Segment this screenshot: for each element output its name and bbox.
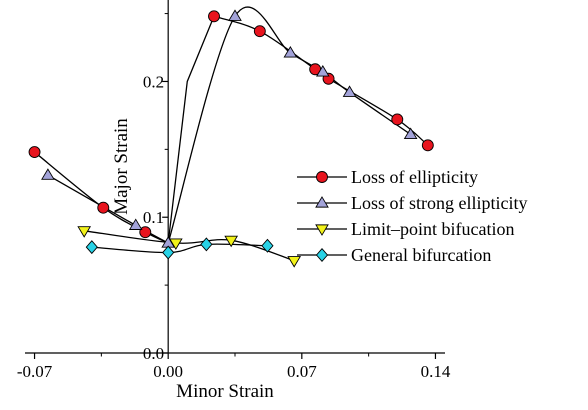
data-markers — [28, 9, 434, 268]
legend-marker — [316, 171, 328, 183]
legend: Loss of ellipticity Loss of strong ellipt… — [297, 167, 527, 265]
series-0-curve-right — [213, 15, 429, 146]
series-0-point — [28, 146, 41, 159]
series-2-point — [168, 238, 183, 250]
series-3-point — [162, 245, 175, 260]
x-tick-label: 0.07 — [287, 362, 317, 381]
series-1-point — [283, 46, 298, 58]
x-tick-label: -0.07 — [17, 362, 53, 381]
series-0-point — [391, 113, 404, 126]
series-2-point — [224, 235, 239, 248]
series-1-curve-left — [47, 174, 169, 244]
legend-marker — [315, 224, 329, 236]
series-3-curve — [91, 243, 268, 254]
series-1-point — [315, 65, 330, 77]
y-axis-label: Major Strain — [111, 118, 132, 215]
legend-label: General bifurcation — [351, 245, 491, 265]
legend-label: Loss of strong ellipticity — [351, 193, 527, 213]
legend-label: Loss of ellipticity — [351, 167, 478, 187]
x-axis-label: Minor Strain — [176, 381, 274, 402]
series-1-point — [342, 85, 357, 97]
series-1-point — [403, 127, 418, 139]
x-tick-label: 0.14 — [421, 362, 451, 381]
series-1-point — [128, 218, 143, 230]
tick-labels: -0.07 0.00 0.07 0.14 0.0 0.1 0.2 — [17, 72, 451, 381]
legend-marker — [315, 196, 329, 208]
series-0-point — [139, 226, 152, 239]
series-3-point — [85, 240, 98, 255]
series-0-curve-left — [34, 151, 169, 244]
legend-marker — [315, 247, 329, 263]
series-0-point — [97, 201, 110, 214]
y-tick-label: 0.0 — [143, 344, 164, 363]
x-tick-label: 0.00 — [153, 362, 183, 381]
series-0-curve-rise — [167, 16, 215, 244]
series-2-point — [287, 256, 302, 268]
series-3-point — [261, 238, 274, 253]
y-tick-label: 0.2 — [143, 72, 164, 91]
legend-label: Limit–point bifucation — [351, 219, 514, 239]
series-1-point — [41, 168, 55, 180]
series-0-point — [253, 25, 266, 38]
series-2-point — [77, 226, 92, 238]
series-0-point — [208, 10, 220, 23]
series-0-point — [421, 139, 434, 152]
series-1-point — [228, 9, 242, 21]
y-tick-label: 0.1 — [143, 208, 164, 227]
axes — [25, 0, 445, 359]
series-3-point — [200, 237, 213, 252]
